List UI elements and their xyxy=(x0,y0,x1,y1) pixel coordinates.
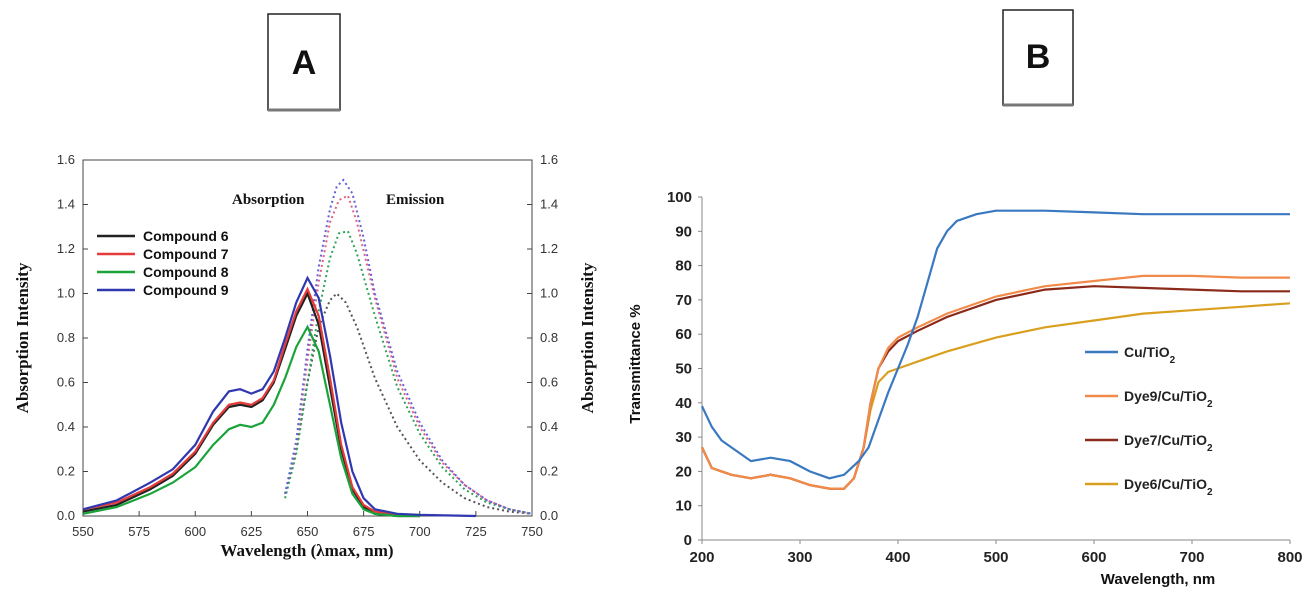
panel-a-y-tick-label-left: 1.2 xyxy=(57,241,75,256)
emission-line-compound-9 xyxy=(284,178,533,515)
absorption-line-compound-8 xyxy=(82,324,420,518)
panel-a-y-tick-label-right: 1.6 xyxy=(540,152,558,167)
panel-b-x-tick-label: 200 xyxy=(689,549,714,566)
panel-b-label-box: B xyxy=(1002,9,1074,107)
panel-b-x-tick-label: 300 xyxy=(787,549,812,566)
panel-a-x-tick-label: 725 xyxy=(465,524,487,539)
panel-b-x-tick-label: 400 xyxy=(885,549,910,566)
panel-a-y-tick-labels-left: 0.0 0.2 0.4 0.6 0.8 1.0 1.2 1.4 1.6 xyxy=(57,152,75,523)
panel-a-y-tick-label-left: 0.0 xyxy=(57,508,75,523)
panel-b-y-tick-label: 20 xyxy=(675,463,692,480)
panel-a-y-tick-label-left: 1.4 xyxy=(57,197,75,212)
panel-a-x-tick-label: 650 xyxy=(297,524,319,539)
panel-b-y-tick-label: 100 xyxy=(667,189,692,206)
legend-label-dye9-cu-tio2: Dye9/Cu/TiO2 xyxy=(1124,388,1213,410)
absorption-line-compound-7 xyxy=(82,286,420,518)
panel-a-y-tick-label-left: 0.2 xyxy=(57,464,75,479)
panel-a-label: A xyxy=(292,44,317,82)
panel-b: B 200 300 400 500 600 700 800 0 10 20 30 40 50 60 70 8… xyxy=(627,9,1303,588)
panel-a-y-tick-label-right: 1.4 xyxy=(540,197,558,212)
panel-b-y-tick-label: 70 xyxy=(675,292,692,309)
panel-b-y-tick-label: 30 xyxy=(675,429,692,446)
panel-a-x-tick-labels: 550 575 600 625 650 675 700 725 750 xyxy=(72,524,543,539)
panel-a-y-tick-label-right: 1.2 xyxy=(540,241,558,256)
panel-a-y-tick-label-right: 0.4 xyxy=(540,419,558,434)
series-line-dye9-cu-tio2 xyxy=(701,274,1290,490)
panel-b-y-tick-labels: 0 10 20 30 40 50 60 70 80 90 100 xyxy=(667,189,692,549)
panel-a-x-tick-label: 600 xyxy=(184,524,206,539)
panel-a-emission-lines xyxy=(284,178,533,515)
legend-label-compound-6: Compound 6 xyxy=(143,228,229,244)
panel-b-x-tick-labels: 200 300 400 500 600 700 800 xyxy=(689,549,1302,566)
panel-b-axes xyxy=(698,196,1291,544)
panel-a-y-tick-label-right: 0.6 xyxy=(540,375,558,390)
legend-label-compound-7: Compound 7 xyxy=(143,246,229,262)
panel-b-x-tick-label: 500 xyxy=(983,549,1008,566)
panel-b-y-tick-label: 10 xyxy=(675,498,692,515)
legend-label-dye7-cu-tio2: Dye7/Cu/TiO2 xyxy=(1124,432,1213,454)
panel-b-y-tick-label: 60 xyxy=(675,326,692,343)
panel-a-x-tick-label: 625 xyxy=(241,524,263,539)
panel-a-emission-label: Emission xyxy=(386,192,445,208)
panel-b-x-tick-label: 600 xyxy=(1081,549,1106,566)
panel-a-absorption-lines xyxy=(82,275,476,518)
panel-b-y-tick-label: 50 xyxy=(675,361,692,378)
absorption-line-compound-9 xyxy=(82,275,476,518)
panel-b-y-axis-title: Transmittance % xyxy=(627,304,644,423)
panel-b-y-tick-label: 80 xyxy=(675,258,692,275)
panel-a-y-tick-label-right: 1.0 xyxy=(540,286,558,301)
panel-a-y-tick-label-left: 0.8 xyxy=(57,330,75,345)
emission-line-compound-7 xyxy=(284,194,533,515)
panel-a-legend: Compound 6 Compound 7 Compound 8 Compound 9 xyxy=(97,228,229,298)
panel-a-x-tick-label: 700 xyxy=(409,524,431,539)
legend-label-dye6-cu-tio2: Dye6/Cu/TiO2 xyxy=(1124,476,1213,498)
panel-b-series-lines xyxy=(701,209,1291,490)
panel-a-x-tick-label: 750 xyxy=(521,524,543,539)
panel-a-x-tick-label: 575 xyxy=(128,524,150,539)
panel-a-y-tick-label-right: 0.0 xyxy=(540,508,558,523)
panel-a: A 550 575 600 625 650 675 700 725 750 0.00.20.40… xyxy=(13,13,597,560)
panel-a-y-axis-title-left: Absorption Intensity xyxy=(13,262,32,413)
panel-a-y-tick-label-right: 0.8 xyxy=(540,330,558,345)
legend-label-compound-9: Compound 9 xyxy=(143,282,229,298)
panel-b-y-tick-label: 40 xyxy=(675,395,692,412)
panel-a-y-tick-label-left: 0.4 xyxy=(57,419,75,434)
panel-a-x-axis-title: Wavelength (λmax, nm) xyxy=(220,541,393,560)
panel-a-y-tick-labels-right: 0.0 0.2 0.4 0.6 0.8 1.0 1.2 1.4 1.6 xyxy=(540,152,558,523)
panel-b-x-axis-title: Wavelength, nm xyxy=(1101,571,1215,588)
panel-b-label: B xyxy=(1026,38,1051,76)
panel-a-x-tick-label: 550 xyxy=(72,524,94,539)
emission-line-compound-8 xyxy=(284,230,533,515)
panel-a-ticks xyxy=(82,159,533,517)
legend-label-cu-tio2: Cu/TiO2 xyxy=(1124,344,1176,366)
panel-a-plot-frame xyxy=(82,159,533,517)
series-line-cu-tio2 xyxy=(701,209,1290,480)
panel-a-y-axis-title-right: Absorption Intensity xyxy=(578,262,597,413)
panel-a-y-tick-label-left: 0.6 xyxy=(57,375,75,390)
panel-b-y-tick-label: 0 xyxy=(684,532,692,549)
emission-line-compound-6 xyxy=(284,292,533,515)
legend-label-compound-8: Compound 8 xyxy=(143,264,229,280)
panel-b-legend: Cu/TiO2 Dye9/Cu/TiO2 Dye7/Cu/TiO2 Dye6/Cu/T… xyxy=(1085,344,1213,498)
panel-b-y-tick-label: 90 xyxy=(675,223,692,240)
panel-a-y-tick-label-left: 1.0 xyxy=(57,286,75,301)
panel-a-x-tick-label: 675 xyxy=(353,524,375,539)
panel-a-label-box: A xyxy=(267,13,341,112)
panel-b-x-tick-label: 800 xyxy=(1277,549,1302,566)
panel-a-absorption-label: Absorption xyxy=(232,192,305,208)
panel-a-y-tick-label-left: 1.6 xyxy=(57,152,75,167)
panel-a-y-tick-label-right: 0.2 xyxy=(540,464,558,479)
panel-b-x-tick-label: 700 xyxy=(1179,549,1204,566)
